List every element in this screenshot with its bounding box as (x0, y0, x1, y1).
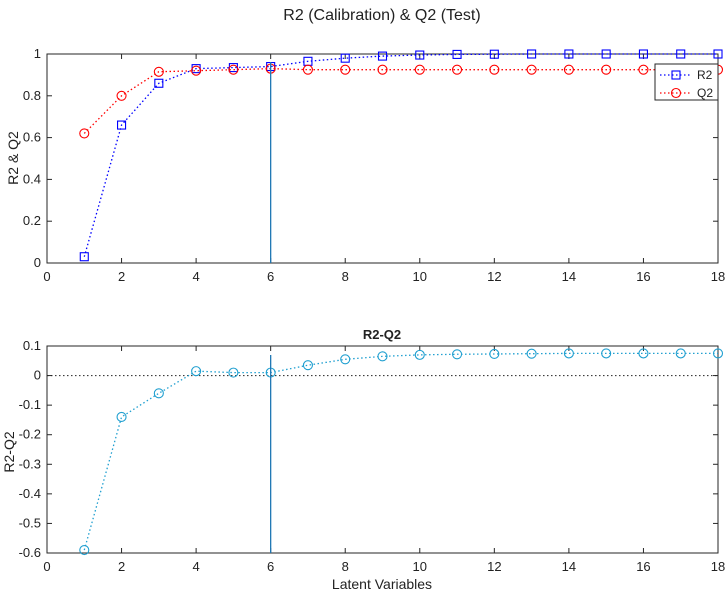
data-point (340, 64, 351, 75)
y-tick-label: 0.6 (23, 130, 41, 145)
x-tick-label: 8 (342, 269, 349, 284)
series-line (83, 67, 718, 134)
data-point (79, 544, 90, 556)
data-point (154, 78, 164, 88)
y-tick-label: -0.3 (19, 456, 41, 471)
data-point (489, 49, 499, 59)
data-point (489, 64, 500, 75)
data-point (116, 90, 127, 101)
r2-q2-chart: R2 (Calibration) & Q2 (Test) R2 & Q2 0 2 4… (5, 7, 725, 284)
data-point (191, 65, 202, 76)
data-point (452, 64, 463, 75)
data-point (79, 128, 90, 139)
x-tick-label: 0 (43, 559, 50, 574)
x-tick-label: 14 (562, 269, 576, 284)
y-axis-label-top: R2 & Q2 (5, 131, 21, 185)
data-point (489, 348, 500, 360)
data-point (452, 349, 463, 360)
data-point (638, 49, 648, 59)
data-point (116, 411, 127, 423)
x-axis-label-bottom: Latent Variables (332, 576, 432, 592)
data-point (340, 354, 351, 365)
x-tick-label: 8 (342, 559, 349, 574)
x-tick-label: 0 (43, 269, 50, 284)
data-point (415, 50, 425, 60)
data-point (79, 252, 89, 262)
x-tick-label: 6 (267, 269, 274, 284)
x-tick-label: 4 (192, 269, 199, 284)
data-point (340, 53, 350, 63)
data-point (377, 51, 388, 61)
legend-swatch-marker (670, 87, 682, 99)
top-plot-area: 0 2 4 6 8 10 12 14 16 18 0 0.2 0.4 0.6 0.8 1 R2 Q2 (23, 46, 725, 284)
legend-box (654, 63, 719, 101)
data-point (601, 348, 612, 359)
bottom-plot-area: 0 2 4 6 8 10 12 14 16 18 -0.6 -0.5 -0.4 -0.3 -0.2 -0.1 0… (19, 338, 726, 574)
chart-title-bottom: R2-Q2 (363, 327, 401, 342)
data-point (117, 120, 127, 130)
legend-label: R2 (697, 68, 713, 82)
y-tick-label: -0.6 (19, 545, 41, 560)
series-line (83, 352, 718, 551)
x-tick-label: 18 (711, 559, 725, 574)
data-point (228, 64, 239, 75)
data-point (377, 64, 388, 75)
data-point (713, 49, 723, 59)
data-point (414, 64, 425, 75)
data-point (302, 360, 313, 371)
data-point (638, 348, 649, 359)
data-point (414, 349, 425, 360)
data-point (601, 49, 611, 59)
data-point (377, 351, 388, 362)
x-tick-label: 16 (636, 269, 650, 284)
x-tick-label: 18 (711, 269, 725, 284)
data-point (563, 64, 574, 75)
x-tick-label: 4 (192, 559, 199, 574)
data-point (526, 64, 537, 75)
data-point (153, 66, 164, 77)
y-tick-label: 0.1 (23, 338, 41, 353)
x-tick-label: 10 (413, 559, 427, 574)
chart-title-top: R2 (Calibration) & Q2 (Test) (283, 7, 480, 24)
x-tick-label: 2 (118, 269, 125, 284)
y-tick-label: -0.4 (19, 486, 41, 501)
data-point (675, 348, 686, 359)
y-tick-label: 0 (34, 255, 41, 270)
data-point (563, 348, 574, 359)
data-point (228, 367, 239, 378)
y-tick-label: 0.2 (23, 213, 41, 228)
x-tick-label: 10 (413, 269, 427, 284)
plot-frame (46, 345, 719, 554)
data-point (302, 64, 313, 75)
y-tick-label: -0.5 (19, 515, 41, 530)
x-tick-label: 6 (267, 559, 274, 574)
y-tick-label: 1 (34, 46, 41, 61)
r2-minus-q2-chart: R2-Q2 R2-Q2 Latent Variables 0 2 4 6 8 10 12 14… (1, 327, 725, 592)
data-point (153, 388, 164, 399)
data-point (601, 64, 612, 75)
y-tick-label: -0.1 (19, 397, 41, 412)
y-tick-label: 0 (34, 368, 41, 383)
legend-swatch-marker (671, 70, 681, 80)
y-tick-label: 0.8 (23, 88, 41, 103)
data-point (676, 49, 686, 59)
data-point (527, 49, 537, 59)
legend-label: Q2 (697, 86, 713, 100)
x-tick-label: 16 (636, 559, 650, 574)
data-point (452, 49, 462, 59)
data-point (526, 348, 537, 359)
x-tick-label: 14 (562, 559, 576, 574)
y-tick-label: -0.2 (19, 427, 41, 442)
x-tick-label: 12 (487, 269, 501, 284)
data-point (564, 49, 574, 59)
data-point (191, 366, 202, 377)
data-point (712, 348, 724, 359)
plot-frame (46, 53, 719, 264)
x-tick-label: 2 (118, 559, 125, 574)
y-axis-label-bottom: R2-Q2 (1, 431, 17, 472)
y-tick-label: 0.4 (23, 171, 41, 186)
x-tick-label: 12 (487, 559, 501, 574)
data-point (638, 64, 649, 75)
